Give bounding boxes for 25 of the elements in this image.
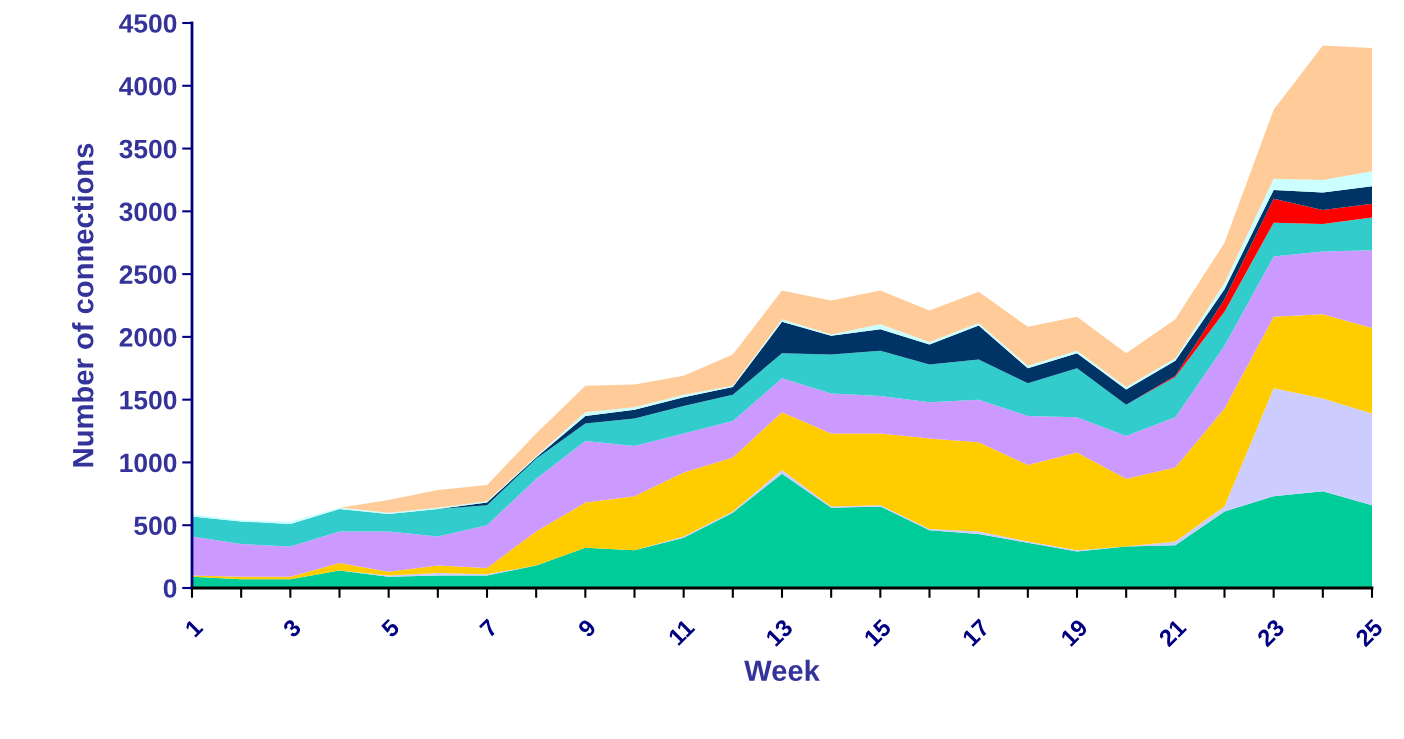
y-tick-label: 0 — [163, 579, 177, 598]
x-tick-label: 5 — [380, 618, 401, 639]
x-tick-label: 25 — [1354, 618, 1384, 648]
x-tick-label: 3 — [281, 618, 303, 639]
x-tick-label: 11 — [667, 618, 696, 646]
x-tick-label: 1 — [184, 618, 204, 638]
x-tick-label: 7 — [479, 618, 499, 638]
y-tick-label: 4000 — [119, 76, 177, 96]
y-tick-label: 2500 — [119, 265, 177, 284]
y-tick-label: 500 — [134, 516, 177, 536]
x-axis-title: Week — [744, 659, 820, 682]
y-tick-label: 3000 — [119, 202, 177, 222]
y-tick-label: 3500 — [119, 139, 177, 159]
y-tick-label: 1500 — [120, 390, 177, 410]
x-tick-label: 19 — [1059, 618, 1089, 647]
x-tick-label: 21 — [1157, 618, 1187, 648]
y-axis-title: Number of connections — [72, 143, 94, 467]
x-tick-label: 15 — [863, 618, 893, 647]
x-tick-label: 17 — [961, 618, 991, 647]
x-tick-label: 23 — [1256, 618, 1286, 648]
x-tick-label: 13 — [764, 618, 794, 647]
y-tick-label: 2000 — [119, 328, 177, 347]
x-tick-label: 9 — [577, 618, 597, 639]
y-tick-label: 1000 — [120, 453, 177, 473]
y-tick-label: 4500 — [119, 14, 177, 33]
